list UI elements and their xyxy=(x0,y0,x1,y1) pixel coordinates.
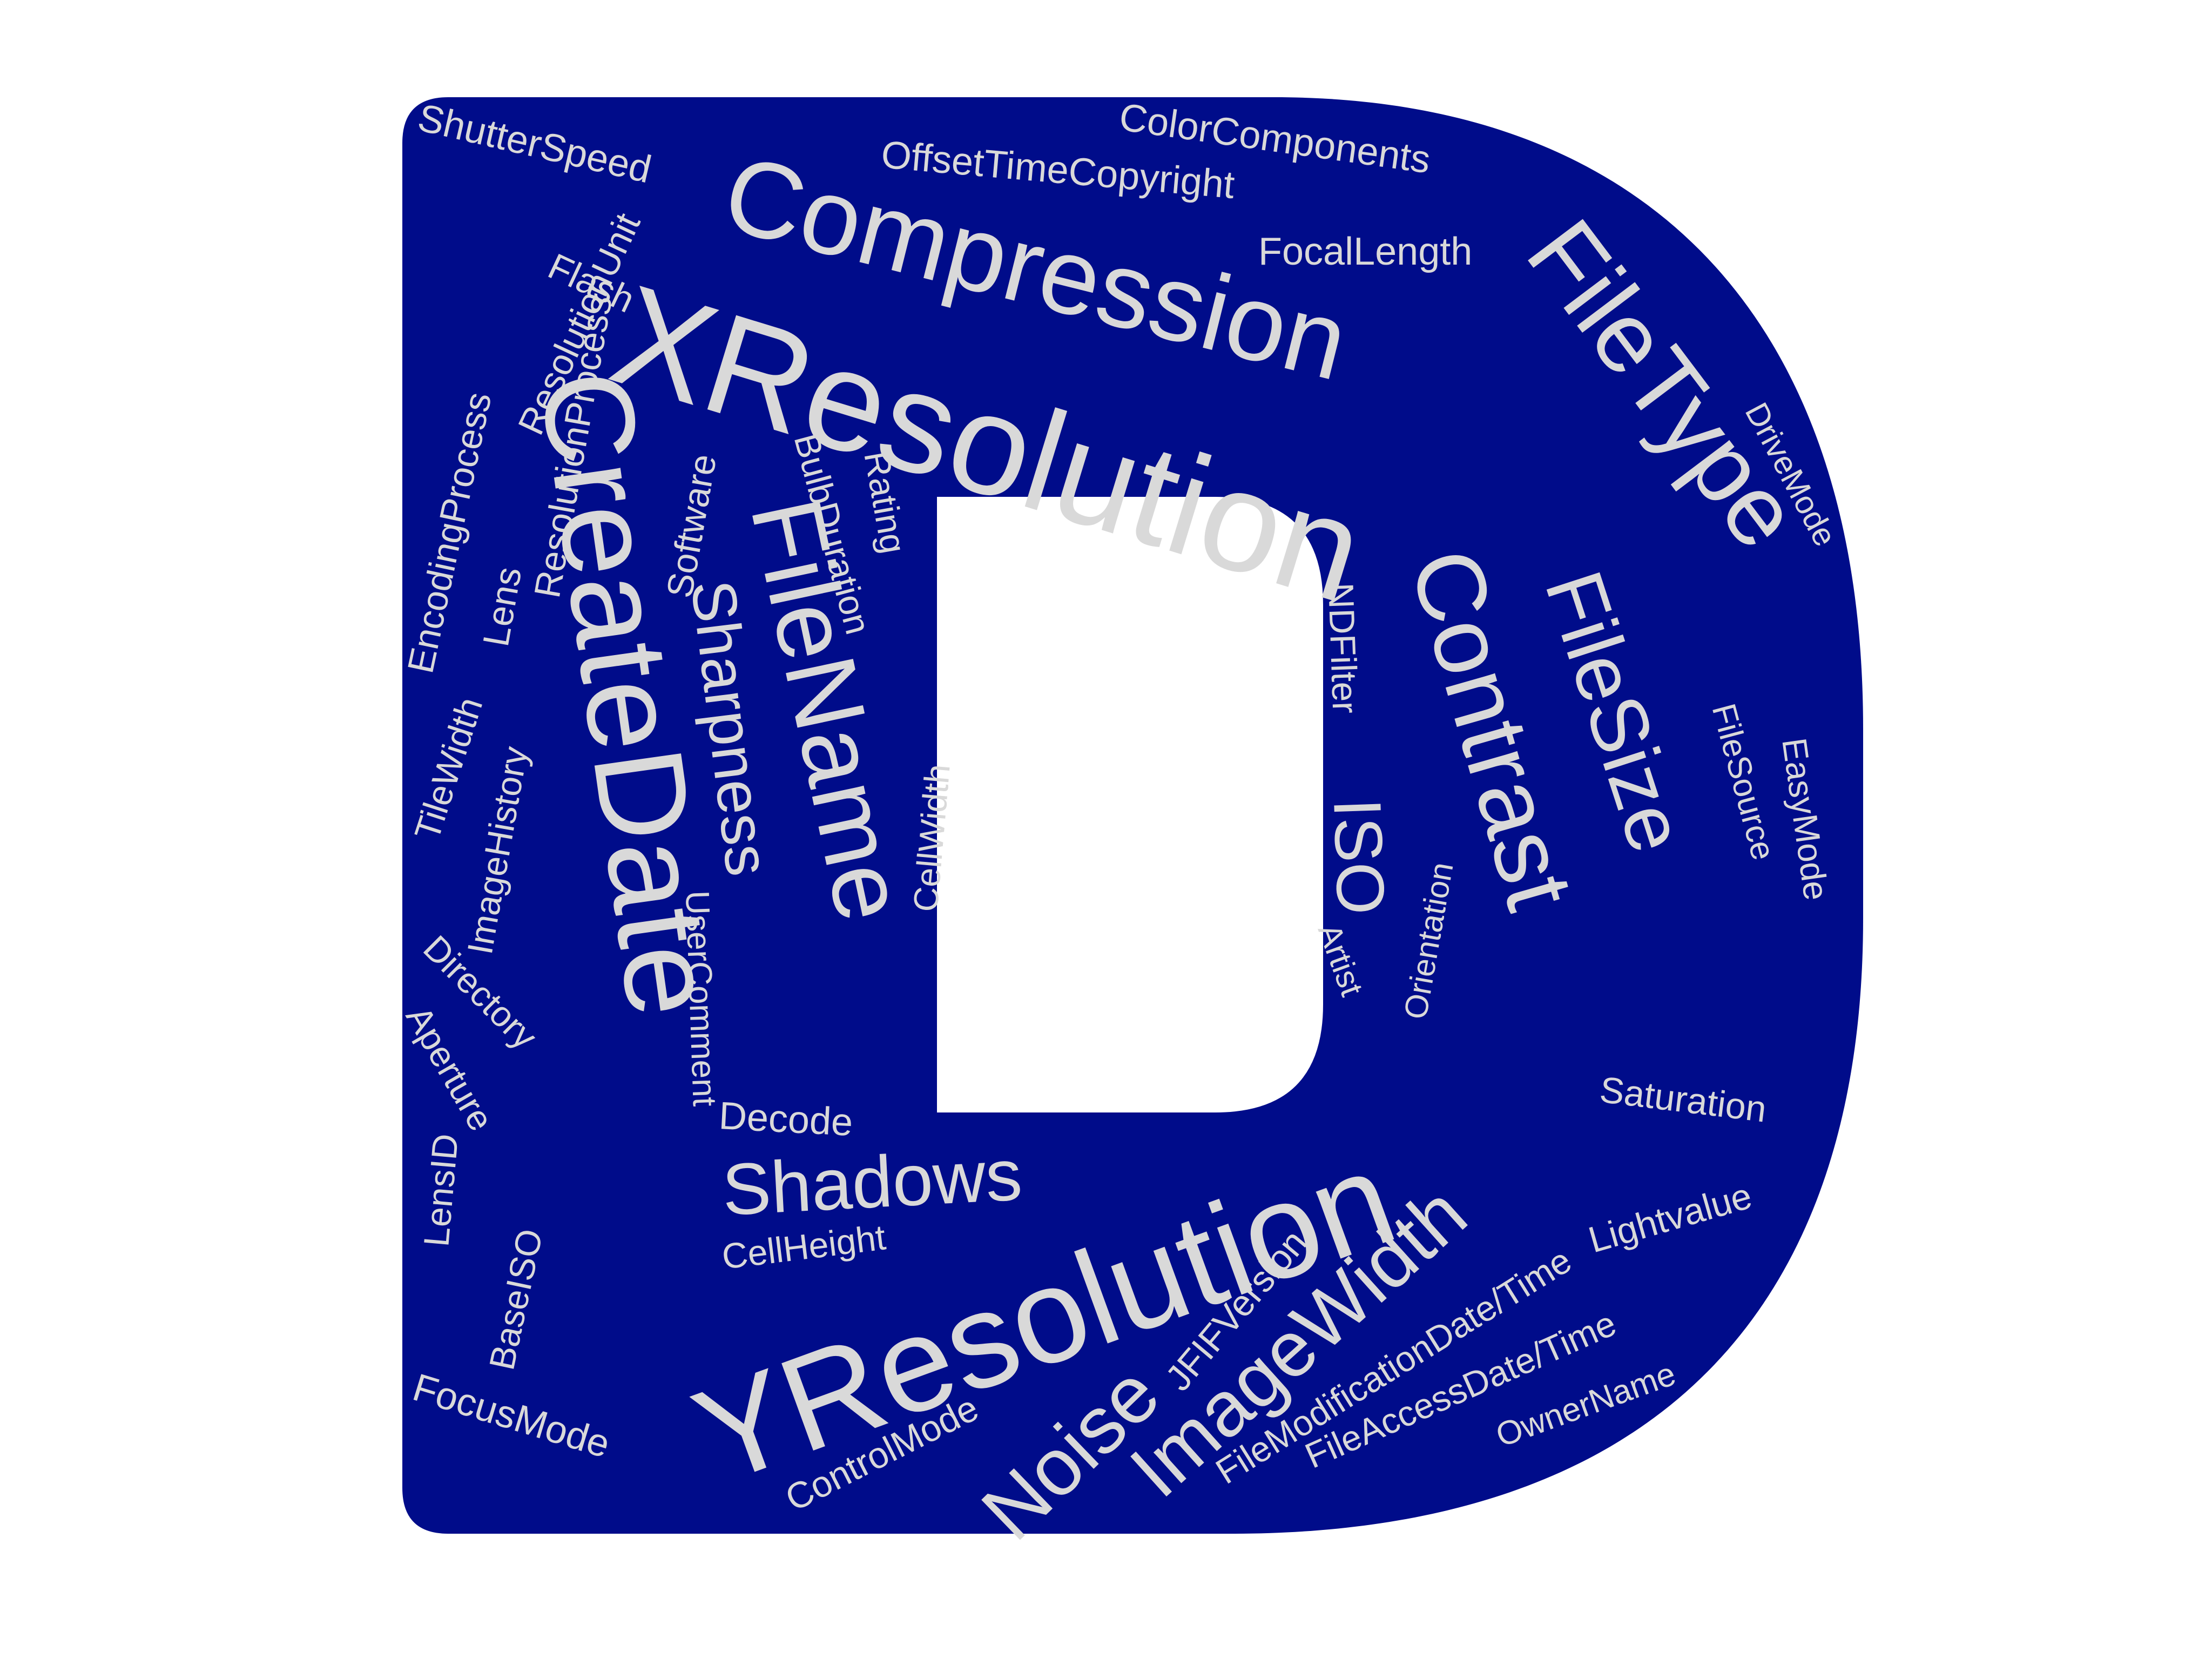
word-shadows: Shadows xyxy=(720,1134,1024,1231)
word-focallength: FocalLength xyxy=(1258,230,1472,273)
word-usercomment: UserComment xyxy=(678,890,723,1107)
word-decode: Decode xyxy=(718,1094,854,1144)
word-lensid: LensID xyxy=(416,1132,466,1248)
word-iso: ISO xyxy=(1319,797,1398,916)
word-ndfilter: NDFilter xyxy=(1321,582,1365,714)
letter-d-counter xyxy=(937,497,1323,1112)
